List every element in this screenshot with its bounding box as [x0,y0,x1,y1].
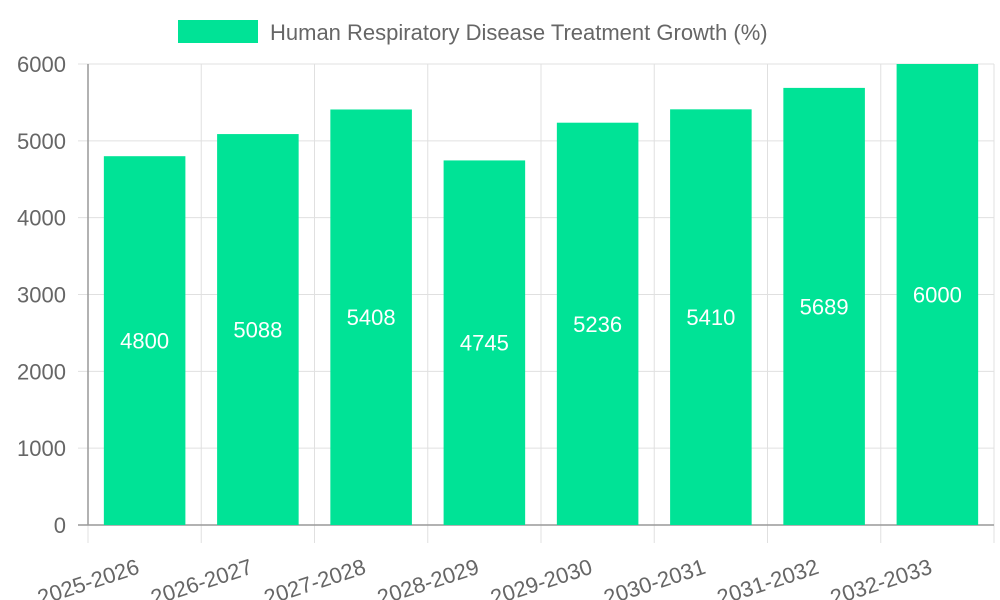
y-tick-label: 5000 [17,129,66,154]
y-tick-label: 6000 [17,52,66,77]
data-label: 5088 [233,318,282,343]
x-tick-label: 2031-2032 [714,554,822,600]
x-tick-label: 2028-2029 [374,554,482,600]
data-label: 5689 [800,294,849,319]
bars [103,64,979,525]
x-tick-label: 2029-2030 [487,554,595,600]
x-tick-label: 2027-2028 [261,554,369,600]
legend-label: Human Respiratory Disease Treatment Grow… [270,20,768,45]
bar[interactable] [670,109,752,525]
x-tick-label: 2026-2027 [148,554,256,600]
y-tick-label: 4000 [17,206,66,231]
data-label: 5408 [347,305,396,330]
data-label: 6000 [913,283,962,308]
bar[interactable] [330,109,412,525]
y-tick-label: 2000 [17,359,66,384]
y-tick-label: 3000 [17,283,66,308]
data-labels: 4800 5088 5408 4745 5236 5410 5689 6000 [120,283,962,356]
data-label: 4745 [460,331,509,356]
bar[interactable] [556,122,639,525]
bar[interactable] [443,160,526,525]
bar[interactable] [217,134,299,525]
bar[interactable] [783,87,865,525]
data-label: 5410 [686,305,735,330]
legend-swatch [178,20,258,43]
y-tick-label: 0 [54,513,66,538]
y-tick-label: 1000 [17,436,66,461]
legend[interactable]: Human Respiratory Disease Treatment Grow… [178,20,768,45]
data-label: 4800 [120,329,169,354]
x-tick-label: 2032-2033 [827,554,935,600]
x-tick-label: 2025-2026 [34,554,142,600]
data-label: 5236 [573,312,622,337]
bar[interactable] [896,64,979,525]
bar[interactable] [103,156,186,525]
x-tick-label: 2030-2031 [601,554,709,600]
